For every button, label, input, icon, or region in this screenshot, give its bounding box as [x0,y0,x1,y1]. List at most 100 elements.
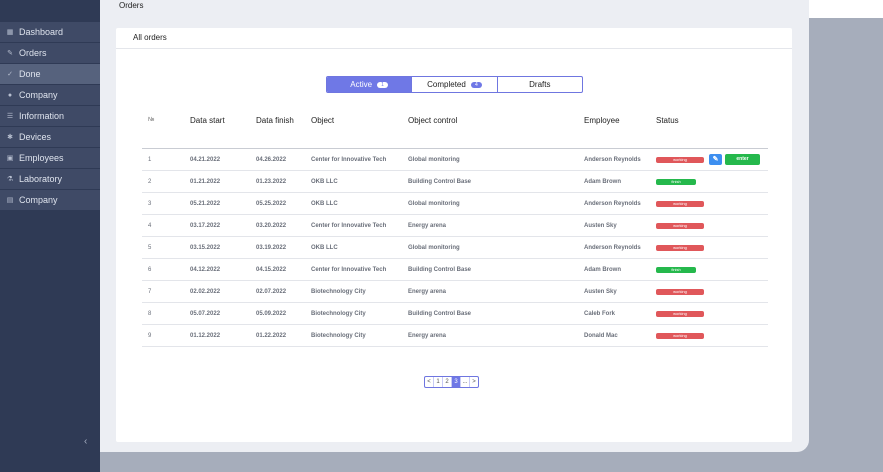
cell-data-finish: 05.25.2022 [256,192,311,215]
tab-active[interactable]: Active 1 [327,77,413,92]
cell-data-start: 02.02.2022 [190,280,256,303]
pagination-prev-button[interactable]: < [425,377,434,387]
cell-employee: Austen Sky [584,280,656,303]
cell-object: Center for Innovative Tech [311,258,408,281]
sidebar-item-company-2[interactable]: ▤ Company [0,190,100,210]
column-header-number: № [148,117,155,123]
badge-icon: ▣ [6,155,14,162]
column-header-data-start: Data start [190,115,225,125]
table-row[interactable]: 6 04.12.2022 04.15.2022 Center for Innovati… [142,258,768,281]
tab-count-badge: 4 [470,81,482,88]
status-badge: working [656,200,704,207]
cell-employee: Adam Brown [584,258,656,281]
cell-employee: Anderson Reynolds [584,192,656,215]
pencil-icon: ✎ [7,50,13,57]
cell-status: working [656,192,768,215]
sidebar-item-information[interactable]: ☰ Information [0,106,100,126]
tab-label: Completed [427,80,466,89]
sidebar-item-devices[interactable]: ✱ Devices [0,127,100,147]
pagination: < 1 2 3 ... > [424,376,479,388]
status-badge: working [656,288,704,295]
pagination-page-2[interactable]: 2 [443,377,452,387]
cell-object-control: Energy arena [408,214,584,237]
tab-completed[interactable]: Completed 4 [412,77,498,92]
pagination-next-button[interactable]: > [472,379,476,385]
order-tabs: Active 1 Completed 4 Drafts [326,76,583,93]
cell-object: Biotechnology City [311,280,408,303]
table-body: 1 04.21.2022 04.26.2022 Center for Innovati… [142,148,768,347]
table-row[interactable]: 9 01.12.2022 01.22.2022 Biotechnology City E… [142,324,768,347]
cell-data-finish: 02.07.2022 [256,280,311,303]
row-number: 3 [142,192,190,215]
cell-object-control: Building Control Base [408,258,584,281]
row-number: 7 [142,280,190,303]
table-row[interactable]: 3 05.21.2022 05.25.2022 OKB LLC Global monit… [142,192,768,215]
enter-button[interactable]: enter [725,154,760,165]
cell-object-control: Building Control Base [408,170,584,193]
status-badge: working [656,332,704,339]
tab-label: Active [350,80,373,89]
sidebar-item-label: Orders [19,48,47,58]
cell-data-finish: 03.19.2022 [256,236,311,259]
orders-panel: All orders Active 1 Completed 4 Drafts № [116,28,792,442]
cell-status: finish [656,258,768,281]
table-row[interactable]: 5 03.15.2022 03.19.2022 OKB LLC Global monit… [142,236,768,259]
flask-icon: ⚗ [6,176,14,183]
sidebar-item-label: Devices [19,132,52,142]
column-header-object-control: Object control [408,115,458,125]
status-badge: working [656,244,704,251]
pagination-page-1[interactable]: 1 [434,377,443,387]
sidebar-item-employees[interactable]: ▣ Employees [0,148,100,168]
status-badge: working [656,310,704,317]
cell-employee: Austen Sky [584,214,656,237]
cell-employee: Adam Brown [584,170,656,193]
status-badge: working [656,222,704,229]
row-number: 8 [142,302,190,325]
table-row[interactable]: 8 05.07.2022 05.09.2022 Biotechnology City B… [142,302,768,325]
cell-object-control: Building Control Base [408,302,584,325]
table-row[interactable]: 2 01.21.2022 01.23.2022 OKB LLC Building Con… [142,170,768,193]
cell-data-start: 03.15.2022 [190,236,256,259]
cell-data-finish: 01.23.2022 [256,170,311,193]
sidebar-item-label: Laboratory [19,174,63,184]
sidebar: ▦ Dashboard ✎ Orders ✓ Done ● Company ☰ … [0,0,100,472]
sidebar-item-dashboard[interactable]: ▦ Dashboard [0,22,100,42]
cell-employee: Donald Mac [584,324,656,347]
sidebar-item-company[interactable]: ● Company [0,85,100,105]
sidebar-item-laboratory[interactable]: ⚗ Laboratory [0,169,100,189]
cell-object: Biotechnology City [311,324,408,347]
cell-status: working [656,302,768,325]
building-icon: ▤ [6,197,14,204]
edit-button[interactable]: ✎ [709,154,722,165]
section-title: All orders [116,28,792,49]
column-header-data-finish: Data finish [256,115,294,125]
app-window: Orders All orders Active 1 Completed 4 D… [100,0,809,452]
sidebar-item-done[interactable]: ✓ Done [0,64,100,84]
row-number: 1 [142,148,190,171]
cell-employee: Anderson Reynolds [584,148,656,171]
row-number: 6 [142,258,190,281]
table-header-row: № Data start Data finish Object Object c… [142,108,768,132]
pagination-ellipsis: ... [461,377,470,387]
cell-data-start: 04.12.2022 [190,258,256,281]
table-row[interactable]: 1 04.21.2022 04.26.2022 Center for Innovati… [142,148,768,171]
page-title: Orders [119,1,144,10]
cell-data-start: 05.21.2022 [190,192,256,215]
pagination-page-3[interactable]: 3 [452,377,461,387]
table-row[interactable]: 7 02.02.2022 02.07.2022 Biotechnology City E… [142,280,768,303]
row-number: 5 [142,236,190,259]
cell-data-finish: 04.26.2022 [256,148,311,171]
cell-data-start: 05.07.2022 [190,302,256,325]
cell-object: OKB LLC [311,192,408,215]
sidebar-item-orders[interactable]: ✎ Orders [0,43,100,63]
grid-icon: ▦ [6,29,14,36]
column-header-status: Status [656,115,679,125]
sidebar-item-label: Dashboard [19,27,64,37]
table-row[interactable]: 4 03.17.2022 03.20.2022 Center for Innovati… [142,214,768,237]
tab-drafts[interactable]: Drafts [498,77,582,92]
divider [142,132,768,149]
cell-data-start: 03.17.2022 [190,214,256,237]
collapse-sidebar-button[interactable]: ‹ [84,436,88,447]
row-number: 2 [142,170,190,193]
tab-count-badge: 1 [377,81,389,88]
